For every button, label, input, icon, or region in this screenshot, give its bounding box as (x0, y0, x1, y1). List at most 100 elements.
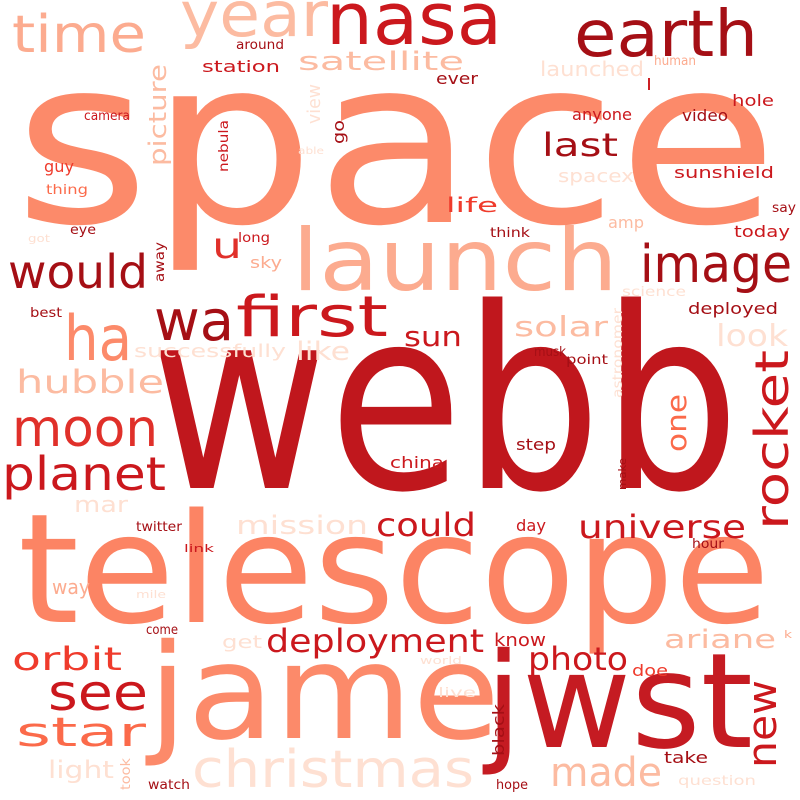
word-eye: eye (70, 223, 96, 238)
word-ha: ha (64, 302, 132, 375)
word-go: go (329, 120, 348, 144)
word-point: point (566, 353, 608, 368)
word-time: time (12, 5, 146, 65)
word-jwst: jwst (482, 625, 753, 779)
word-webb: webb (150, 255, 740, 548)
word-l: l (646, 75, 652, 94)
word-star: star (16, 710, 147, 756)
word-today: today (734, 222, 790, 241)
word-moon: moon (12, 399, 158, 459)
word-new: new (740, 680, 786, 768)
word-took: took (119, 757, 134, 790)
word-got: got (28, 232, 51, 245)
word-image: image (640, 235, 792, 295)
word-say: say (772, 201, 796, 216)
word-could: could (376, 506, 476, 544)
word-twitter: twitter (136, 520, 183, 535)
word-universe: universe (578, 508, 746, 546)
word-video: video (682, 106, 728, 125)
word-get: get (222, 632, 262, 653)
word-make: make (616, 458, 629, 490)
word-would: would (8, 245, 148, 299)
word-way: way (52, 575, 90, 599)
word-deployment: deployment (266, 622, 484, 660)
word-hubble: hubble (16, 363, 164, 401)
word-sun: sun (404, 320, 462, 353)
word-china: china (390, 453, 444, 472)
word-world: world (420, 654, 462, 667)
word-orbit: orbit (12, 640, 122, 678)
word-view: view (304, 84, 325, 124)
word-link: link (184, 542, 215, 555)
word-first: first (236, 285, 388, 350)
word-guy: guy (44, 157, 74, 176)
word-telescope: telescope (18, 481, 770, 658)
word-anyone: anyone (572, 105, 632, 124)
word-think: think (490, 226, 531, 241)
word-come: come (146, 623, 178, 638)
word-mile: mile (136, 588, 166, 601)
word-nasa: nasa (326, 0, 502, 61)
word-live: live (438, 686, 476, 701)
word-deployed: deployed (688, 299, 778, 318)
word-made: made (550, 750, 662, 796)
word-launched: launched (540, 57, 644, 81)
word-hope: hope (496, 778, 528, 793)
word-astronomer: astronomer (611, 307, 626, 398)
word-watch: watch (148, 778, 190, 793)
word-planet: planet (2, 447, 166, 501)
word-human: human (654, 54, 696, 69)
word-question: question (678, 774, 756, 789)
word-mar: mar (74, 493, 129, 518)
word-spacex: spacex (558, 166, 634, 187)
word-year: year (180, 0, 329, 51)
word-doe: doe (632, 661, 668, 680)
word-space: space (14, 10, 778, 277)
word-black: black (489, 703, 508, 756)
word-ever: ever (436, 69, 478, 88)
word-able: able (298, 146, 324, 157)
word-successfully: successfully (134, 341, 286, 362)
word-sky: sky (250, 253, 282, 272)
word-jame: jame (145, 616, 500, 770)
word-launch: launch (292, 211, 618, 311)
word-amp: amp (608, 213, 644, 232)
word-ariane: ariane (664, 625, 776, 655)
word-science: science (622, 285, 686, 300)
word-christmas: christmas (192, 740, 474, 800)
word-look: look (716, 319, 789, 354)
word-long: long (238, 231, 270, 246)
word-mission: mission (236, 511, 368, 541)
word-step: step (516, 435, 556, 454)
word-camera: camera (84, 109, 130, 124)
word-one: one (660, 394, 693, 452)
word-photo: photo (528, 640, 628, 678)
word-station: station (202, 57, 280, 76)
word-hole: hole (732, 91, 774, 110)
word-take: take (664, 748, 708, 767)
word-thing: thing (46, 183, 88, 198)
word-know: know (494, 630, 546, 651)
word-u: u (212, 226, 242, 267)
word-light: light (48, 756, 114, 784)
word-life: life (446, 193, 498, 217)
word-last: last (542, 126, 618, 164)
word-earth: earth (574, 0, 758, 72)
word-rocket: rocket (745, 350, 799, 530)
word-best: best (30, 306, 62, 321)
word-sunshield: sunshield (674, 163, 774, 182)
word-solar: solar (514, 310, 609, 343)
word-around: around (236, 38, 284, 53)
word-see: see (48, 664, 148, 722)
word-satellite: satellite (298, 47, 464, 77)
word-away: away (153, 242, 168, 282)
word-nebula: nebula (217, 120, 232, 172)
word-musk: musk (534, 345, 566, 360)
word-hour: hour (692, 537, 725, 552)
word-k: k (784, 628, 793, 641)
word-like: like (296, 337, 350, 367)
word-day: day (516, 516, 546, 535)
